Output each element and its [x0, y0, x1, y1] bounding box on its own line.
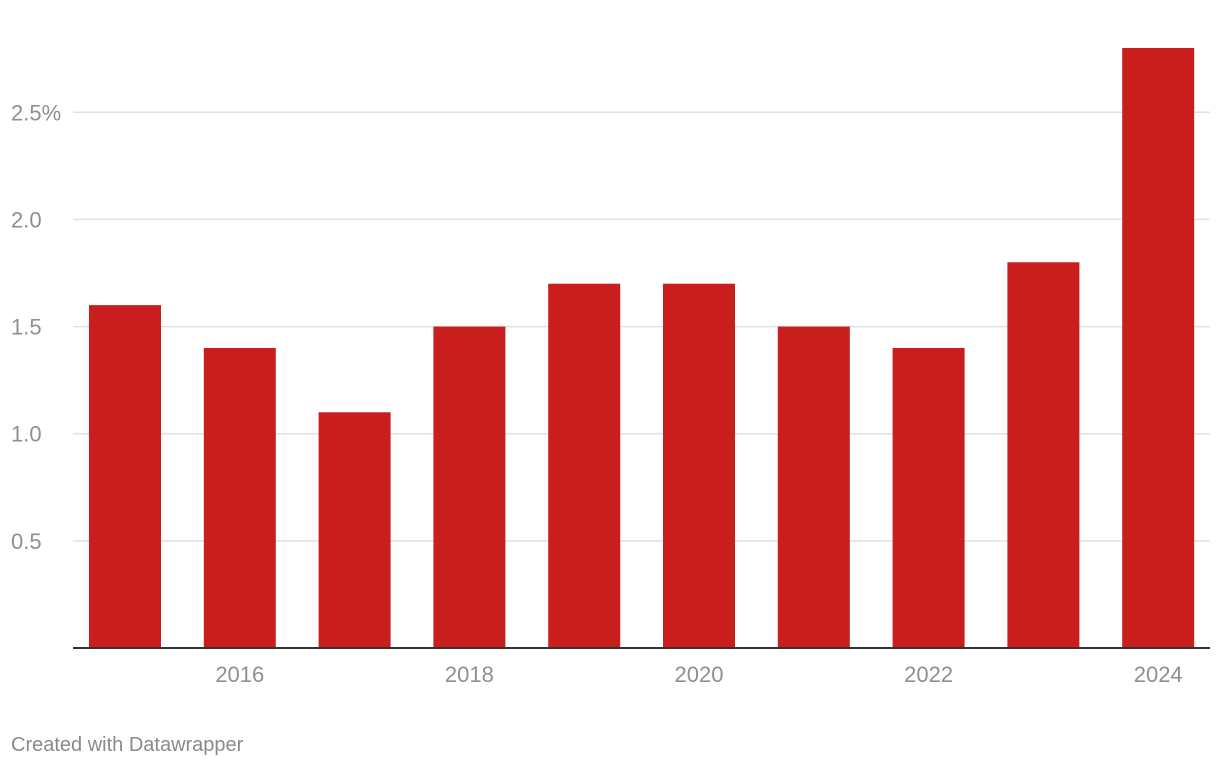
x-tick-label: 2018: [445, 662, 494, 687]
bar-2019: [548, 283, 621, 648]
x-tick-label: 2016: [215, 662, 264, 687]
x-tick-label: 2024: [1134, 662, 1183, 687]
y-tick-label: 2.0: [11, 207, 42, 232]
bars: [89, 48, 1195, 648]
y-tick-label: 2.5%: [11, 100, 61, 125]
y-tick-labels: 0.5 1.0 1.5 2.0 2.5%: [11, 100, 61, 554]
bar-2023: [1007, 262, 1080, 648]
bar-2018: [433, 326, 506, 648]
y-tick-label: 1.5: [11, 315, 42, 340]
bar-2020: [663, 283, 735, 648]
bar-2015: [89, 305, 161, 648]
y-tick-label: 0.5: [11, 529, 42, 554]
bar-2017: [318, 412, 391, 648]
x-tick-label: 2020: [675, 662, 724, 687]
bar-2024: [1122, 48, 1195, 648]
y-tick-label: 1.0: [11, 422, 42, 447]
credit-text: Created with Datawrapper: [11, 734, 244, 756]
bar-2016: [203, 348, 276, 648]
bar-2021: [777, 326, 850, 648]
bar-2022: [892, 348, 965, 648]
x-tick-labels: 2016 2018 2020 2022 2024: [215, 662, 1182, 687]
x-tick-label: 2022: [904, 662, 953, 687]
bar-chart: 0.5 1.0 1.5 2.0 2.5% 2016 2018 2020 2022 2024: [11, 48, 1210, 687]
